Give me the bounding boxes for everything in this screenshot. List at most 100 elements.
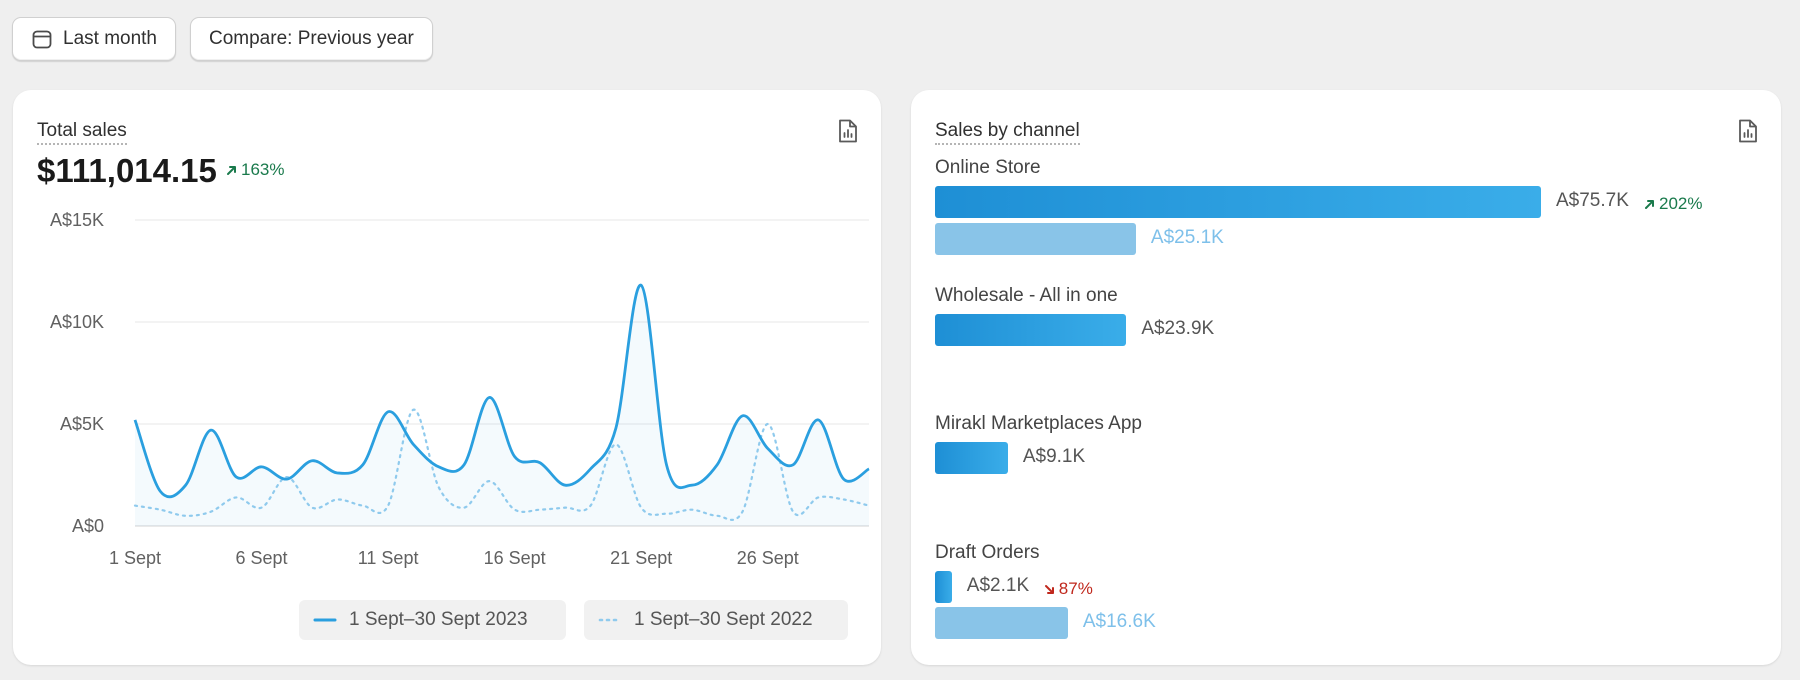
x-tick-label: 11 Sept [358, 548, 419, 568]
data-point-previous [791, 510, 795, 514]
y-tick-label: A$5K [60, 414, 104, 434]
data-point-current [563, 483, 567, 487]
channel-value-current-mirakl: A$9.1K [1022, 446, 1086, 467]
channel-label-online-store: Online Store [935, 157, 1041, 178]
data-point-previous [335, 497, 339, 501]
data-point-current [158, 489, 162, 493]
data-point-current [842, 477, 846, 481]
data-point-current [462, 463, 466, 467]
data-point-previous [209, 510, 213, 514]
data-point-current [234, 475, 238, 479]
data-point-current [614, 426, 618, 430]
series-line-current [133, 283, 870, 499]
data-point-previous [614, 442, 618, 446]
data-point-current [487, 395, 491, 399]
data-point-current [209, 428, 213, 432]
legend-current-label: 1 Sept–30 Sept 2023 [349, 609, 528, 630]
legend-previous-label: 1 Sept–30 Sept 2022 [634, 609, 813, 630]
data-point-current [133, 418, 137, 422]
data-point-current [816, 418, 820, 422]
date-range-button[interactable]: Last month [12, 17, 176, 61]
sales-by-channel-card: Sales by channel Online Store A$75.7K 20… [911, 90, 1781, 665]
data-point-previous [234, 495, 238, 499]
series-area-current [135, 285, 869, 526]
channel-value-current-draft-orders: A$2.1K [966, 575, 1030, 596]
total-sales-change: 163% [225, 160, 284, 180]
data-point-current [766, 446, 770, 450]
x-tick-label: 1 Sept [109, 548, 161, 568]
data-point-previous [665, 512, 669, 516]
channel-bar-previous-draft-orders[interactable] [935, 607, 1068, 639]
data-point-current [791, 463, 795, 467]
data-point-previous [842, 497, 846, 501]
data-point-previous [437, 485, 441, 489]
data-point-previous [184, 514, 188, 518]
data-point-current [715, 463, 719, 467]
data-point-previous [513, 508, 517, 512]
data-point-current [184, 483, 188, 487]
channel-bar-current-wholesale[interactable] [935, 314, 1127, 346]
data-point-current [867, 467, 871, 471]
data-point-previous [158, 508, 162, 512]
data-point-previous [487, 479, 491, 483]
data-point-previous [690, 508, 694, 512]
channel-label-mirakl: Mirakl Marketplaces App [935, 413, 1142, 434]
data-point-previous [715, 514, 719, 518]
toolbar: Last month Compare: Previous year [12, 17, 433, 61]
data-point-previous [740, 510, 744, 514]
total-sales-change-value: 163% [241, 160, 285, 179]
sales-by-channel-title[interactable]: Sales by channel [935, 120, 1080, 145]
data-point-current [665, 463, 669, 467]
data-point-previous [411, 408, 415, 412]
data-point-current [361, 463, 365, 467]
total-sales-title[interactable]: Total sales [37, 120, 127, 145]
data-point-current [437, 465, 441, 469]
total-sales-chart: A$0 A$5K A$10K A$15K 1 Sept 6 Sept 11 Sept 16 S… [50, 210, 871, 568]
channel-label-wholesale: Wholesale - All in one [935, 285, 1118, 306]
channel-bar-current-mirakl[interactable] [935, 442, 1008, 474]
arrow-up-right-icon [1645, 199, 1654, 209]
data-point-previous [386, 504, 390, 508]
data-point-previous [538, 508, 542, 512]
channel-bar-previous-online-store[interactable] [935, 223, 1136, 255]
data-point-previous [639, 506, 643, 510]
channel-bar-current-online-store[interactable] [935, 186, 1541, 218]
file-chart-icon[interactable] [834, 116, 862, 146]
channel-value-previous-online-store: A$25.1K [1150, 227, 1224, 248]
legend-previous[interactable]: 1 Sept–30 Sept 2022 [584, 600, 848, 640]
dotted-line-swatch-icon [598, 618, 622, 622]
compare-button[interactable]: Compare: Previous year [190, 17, 433, 61]
data-point-previous [816, 495, 820, 499]
y-tick-label: A$0 [72, 516, 104, 536]
data-point-previous [285, 475, 289, 479]
legend-current[interactable]: 1 Sept–30 Sept 2023 [299, 600, 566, 640]
file-chart-icon[interactable] [1734, 116, 1762, 146]
solid-line-swatch-icon [313, 618, 337, 622]
data-point-previous [361, 504, 365, 508]
data-point-current [639, 283, 643, 287]
x-tick-label: 26 Sept [737, 548, 799, 568]
data-point-previous [766, 422, 770, 426]
x-tick-label: 21 Sept [610, 548, 672, 568]
series-line-previous [133, 408, 871, 521]
data-point-current [411, 442, 415, 446]
y-tick-label: A$15K [50, 210, 104, 230]
arrow-up-right-icon [227, 165, 236, 175]
date-range-label: Last month [63, 28, 157, 49]
x-tick-label: 16 Sept [484, 548, 546, 568]
data-point-previous [589, 504, 593, 508]
data-point-current [310, 459, 314, 463]
data-point-current [690, 483, 694, 487]
channel-change-value: 202% [1659, 194, 1703, 213]
x-tick-label: 6 Sept [236, 548, 288, 568]
calendar-icon [31, 28, 53, 50]
data-point-current [386, 410, 390, 414]
total-sales-card: Total sales $111,014.15 163% A$0 A$5K A$10… [13, 90, 881, 665]
data-point-current [513, 455, 517, 459]
data-point-previous [867, 504, 871, 508]
data-point-previous [563, 506, 567, 510]
total-sales-value: $111,014.15 [37, 152, 217, 189]
channel-value-current-wholesale: A$23.9K [1141, 318, 1215, 339]
data-point-previous [133, 504, 137, 508]
channel-bar-current-draft-orders[interactable] [935, 571, 952, 603]
